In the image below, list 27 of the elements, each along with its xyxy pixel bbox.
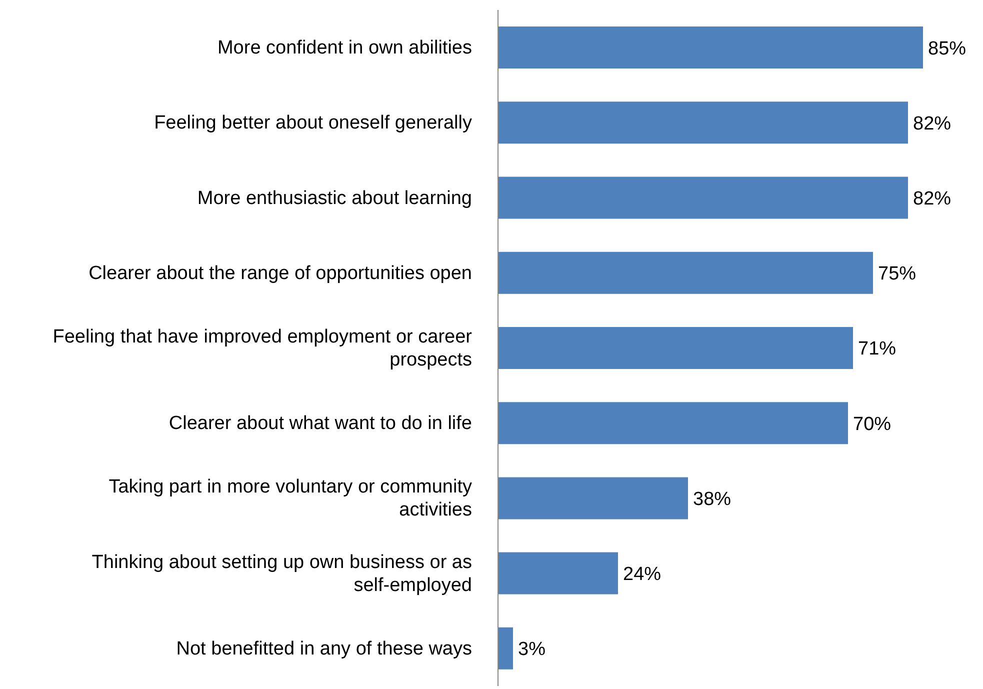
bar [498,477,688,520]
y-tick-label: Feeling better about oneself generally [154,112,472,134]
bar [498,26,923,69]
data-label: 71% [858,338,896,360]
data-label: 85% [928,38,966,60]
bar [498,326,853,369]
y-tick-label: Taking part in more voluntary or community activities [108,476,472,520]
data-label: 70% [853,414,892,435]
bar [498,252,873,294]
y-tick-label: Clearer about the range of opportunities open [88,262,472,284]
data-label: 38% [693,488,732,510]
y-tick-label: Thinking about setting up own business or as self-employed [92,551,472,596]
bar [498,176,908,219]
data-label: 82% [913,113,952,134]
data-label: 3% [518,639,546,660]
bar [498,102,908,144]
y-tick-label: Clearer about what want to do in life [168,412,472,434]
bar [498,552,618,594]
y-tick-label: More confident in own abilities [217,37,472,58]
data-label: 24% [623,564,662,586]
y-tick-label: More enthusiastic about learning [197,187,472,208]
bar [498,627,513,670]
bar [498,402,848,444]
y-tick-label: Not benefitted in any of these ways [176,638,472,659]
y-tick-label: Feeling that have improved employment or career prospects [52,326,473,370]
data-label: 75% [878,264,916,285]
data-label: 82% [913,188,952,210]
